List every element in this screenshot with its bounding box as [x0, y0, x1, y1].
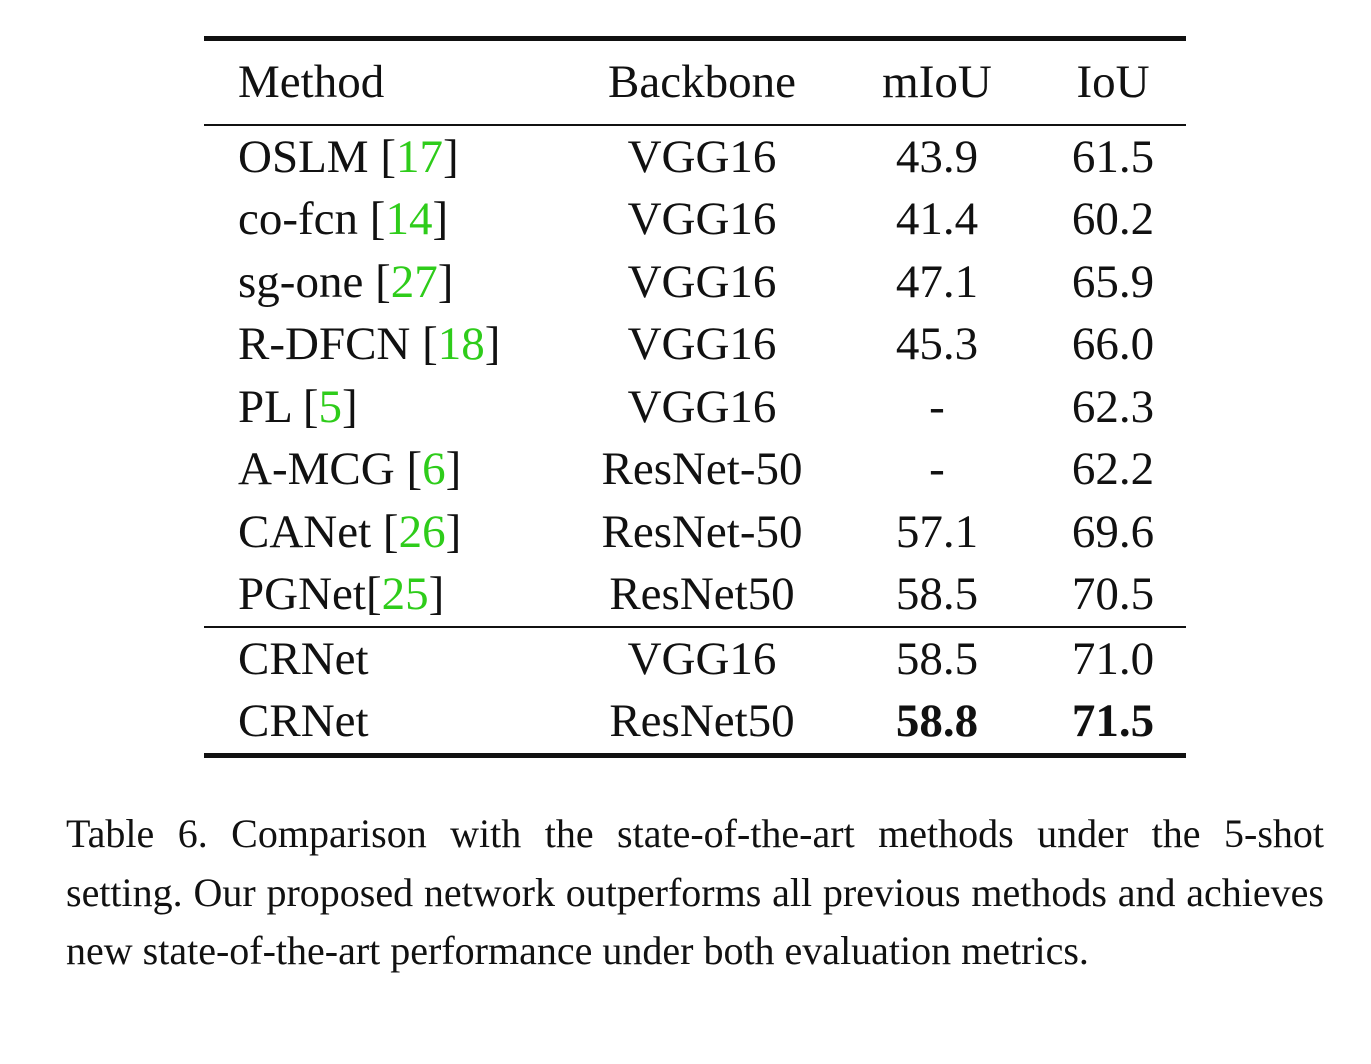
- table-row: CANet [26] ResNet-50 57.1 69.6: [204, 501, 1186, 564]
- iou-cell: 62.2: [1071, 443, 1155, 496]
- miou-cell: 58.5: [895, 568, 979, 621]
- table-row: sg-one [27] VGG16 47.1 65.9: [204, 251, 1186, 314]
- iou-cell: 66.0: [1071, 318, 1155, 371]
- header-backbone: Backbone: [608, 56, 796, 108]
- iou-cell: 65.9: [1071, 255, 1155, 308]
- table-row: A-MCG [6] ResNet-50 - 62.2: [204, 439, 1186, 502]
- backbone-cell: VGG16: [627, 255, 777, 308]
- citation-link[interactable]: 26: [398, 505, 446, 558]
- miou-cell: 47.1: [895, 255, 979, 308]
- method-name: OSLM: [238, 130, 369, 183]
- table-row: PL [5] VGG16 - 62.3: [204, 376, 1186, 439]
- backbone-cell: VGG16: [627, 632, 777, 685]
- method-name: PGNet: [238, 568, 366, 621]
- backbone-cell: ResNet50: [609, 695, 795, 748]
- method-name: PL: [238, 380, 292, 433]
- backbone-cell: VGG16: [627, 380, 777, 433]
- method-cell: co-fcn [14]: [238, 193, 449, 246]
- iou-cell-best: 71.5: [1071, 695, 1155, 748]
- method-name: A-MCG: [238, 443, 395, 496]
- backbone-cell: VGG16: [627, 130, 777, 183]
- citation-link[interactable]: 5: [318, 380, 343, 433]
- miou-cell: -: [929, 380, 945, 433]
- iou-cell: 62.3: [1071, 380, 1155, 433]
- table-header-row: Method Backbone mIoU IoU: [204, 38, 1186, 126]
- miou-cell: 58.5: [895, 632, 979, 685]
- header-iou: IoU: [1076, 56, 1150, 108]
- backbone-cell: VGG16: [627, 193, 777, 246]
- citation-link[interactable]: 17: [396, 130, 443, 183]
- table-caption: Table 6. Comparison with the state-of-th…: [66, 811, 1324, 973]
- iou-cell: 61.5: [1071, 130, 1155, 183]
- results-table-container: Method Backbone mIoU IoU OSLM [17] VGG16…: [204, 36, 1186, 758]
- method-name: R-DFCN: [238, 318, 411, 371]
- miou-cell: 41.4: [895, 193, 979, 246]
- citation-link[interactable]: 27: [390, 255, 438, 308]
- header-method: Method: [238, 56, 385, 108]
- table-row: PGNet[25] ResNet50 58.5 70.5: [204, 564, 1186, 628]
- miou-cell: 57.1: [895, 505, 979, 558]
- method-cell: PGNet[25]: [238, 568, 445, 621]
- table-row: R-DFCN [18] VGG16 45.3 66.0: [204, 314, 1186, 377]
- table-row: OSLM [17] VGG16 43.9 61.5: [204, 125, 1186, 189]
- iou-cell: 69.6: [1071, 505, 1155, 558]
- method-cell: OSLM [17]: [238, 130, 459, 183]
- table-row-ours: CRNet ResNet50 58.8 71.5: [204, 691, 1186, 756]
- iou-cell: 60.2: [1071, 193, 1155, 246]
- citation-link[interactable]: 25: [381, 568, 429, 621]
- backbone-cell: ResNet-50: [601, 443, 803, 496]
- iou-cell: 70.5: [1071, 568, 1155, 621]
- table-row-ours: CRNet VGG16 58.5 71.0: [204, 627, 1186, 691]
- miou-cell: 43.9: [895, 130, 979, 183]
- method-name: CANet: [238, 505, 372, 558]
- header-miou: mIoU: [882, 56, 992, 108]
- method-cell: R-DFCN [18]: [238, 318, 501, 371]
- iou-cell: 71.0: [1071, 632, 1155, 685]
- miou-cell: -: [929, 443, 945, 496]
- miou-cell-best: 58.8: [895, 695, 979, 748]
- miou-cell: 45.3: [895, 318, 979, 371]
- citation-link[interactable]: 14: [385, 193, 433, 246]
- table-row: co-fcn [14] VGG16 41.4 60.2: [204, 189, 1186, 252]
- method-cell: CRNet: [238, 695, 369, 748]
- method-cell: sg-one [27]: [238, 255, 454, 308]
- citation-link[interactable]: 6: [422, 443, 446, 496]
- method-cell: A-MCG [6]: [238, 443, 462, 496]
- method-name: sg-one: [238, 255, 364, 308]
- citation-link[interactable]: 18: [437, 318, 485, 371]
- method-name: co-fcn: [238, 193, 359, 246]
- method-cell: PL [5]: [238, 380, 358, 433]
- backbone-cell: ResNet50: [609, 568, 795, 621]
- backbone-cell: VGG16: [627, 318, 777, 371]
- backbone-cell: ResNet-50: [601, 505, 803, 558]
- results-table: Method Backbone mIoU IoU OSLM [17] VGG16…: [204, 36, 1186, 758]
- method-cell: CANet [26]: [238, 505, 462, 558]
- method-cell: CRNet: [238, 632, 369, 685]
